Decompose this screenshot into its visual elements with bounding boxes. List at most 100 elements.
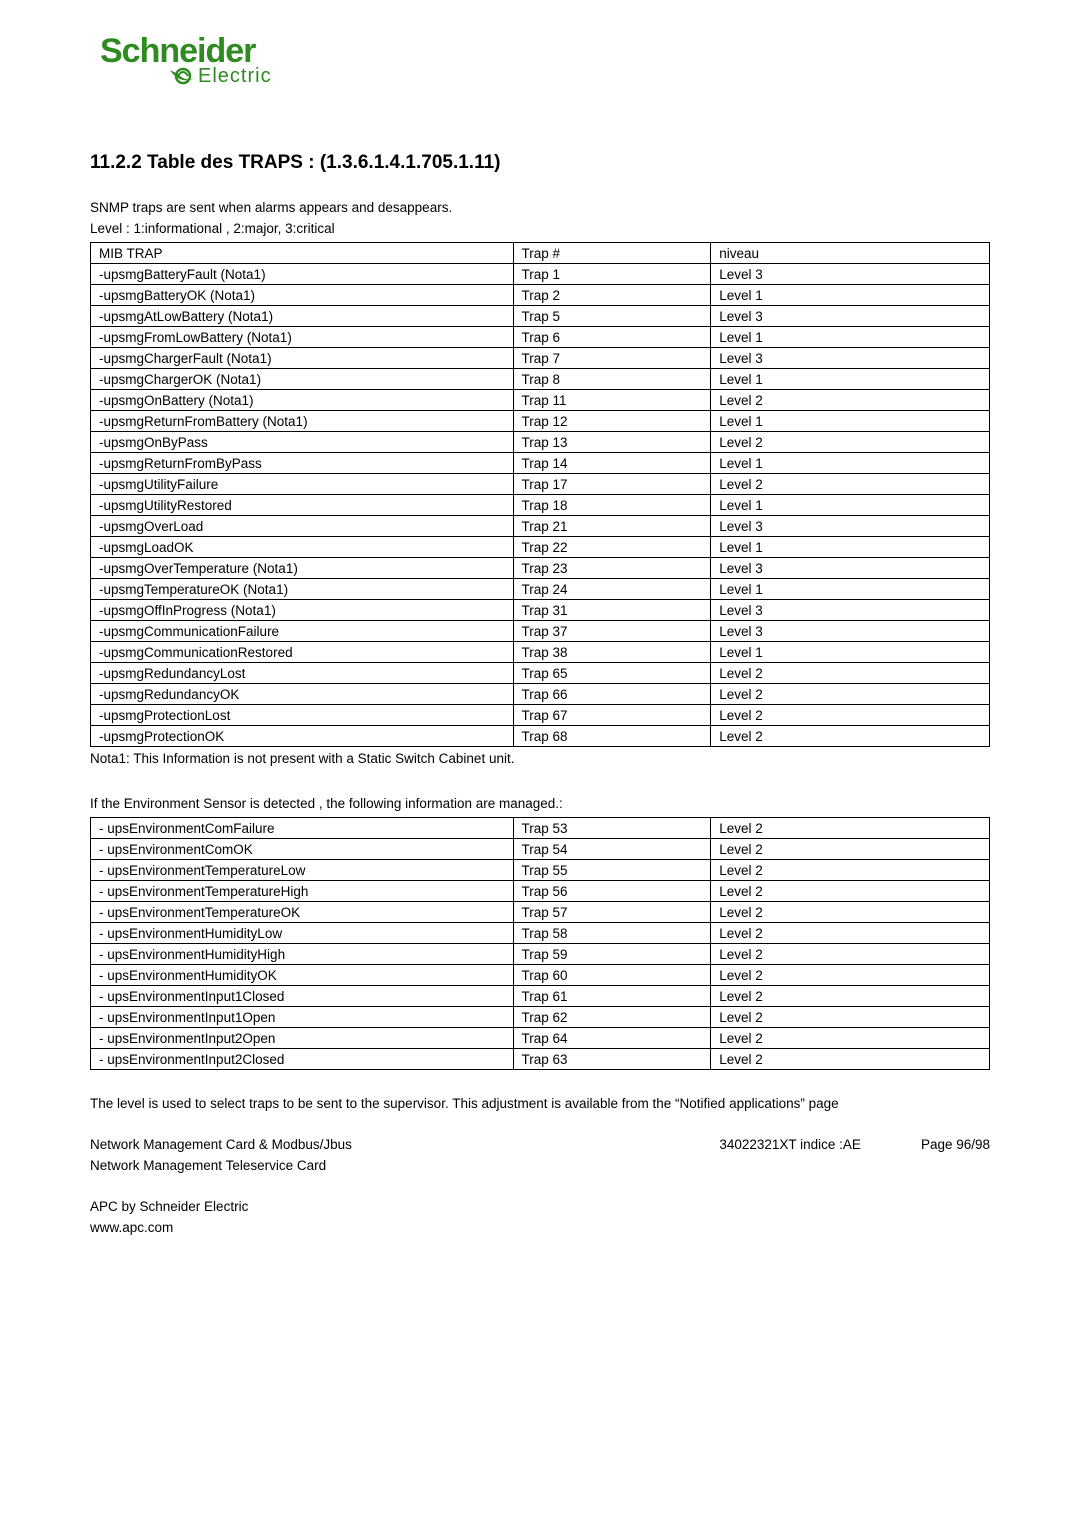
table-cell: Trap 67 xyxy=(513,705,711,726)
table-cell: -upsmgProtectionOK xyxy=(91,726,514,747)
table-cell: - upsEnvironmentTemperatureOK xyxy=(91,902,514,923)
table-cell: Level 2 xyxy=(711,1028,990,1049)
table-row: - upsEnvironmentHumidityLowTrap 58Level … xyxy=(91,923,990,944)
intro-line-2: Level : 1:informational , 2:major, 3:cri… xyxy=(90,221,990,236)
table-cell: -upsmgReturnFromBattery (Nota1) xyxy=(91,411,514,432)
table-row: - upsEnvironmentComOKTrap 54Level 2 xyxy=(91,839,990,860)
table-cell: Trap 55 xyxy=(513,860,711,881)
footer-url: www.apc.com xyxy=(90,1220,990,1235)
trap-table-main: MIB TRAP Trap # niveau -upsmgBatteryFaul… xyxy=(90,242,990,747)
table-cell: Trap 58 xyxy=(513,923,711,944)
table-cell: -upsmgCommunicationFailure xyxy=(91,621,514,642)
table-row: -upsmgChargerOK (Nota1)Trap 8Level 1 xyxy=(91,369,990,390)
table-row: -upsmgUtilityFailureTrap 17Level 2 xyxy=(91,474,990,495)
table-row: -upsmgFromLowBattery (Nota1)Trap 6Level … xyxy=(91,327,990,348)
table-row: -upsmgBatteryFault (Nota1)Trap 1Level 3 xyxy=(91,264,990,285)
table-cell: Trap 1 xyxy=(513,264,711,285)
table-cell: Trap 2 xyxy=(513,285,711,306)
table-cell: Level 1 xyxy=(711,579,990,600)
table-cell: -upsmgBatteryFault (Nota1) xyxy=(91,264,514,285)
table-cell: Level 2 xyxy=(711,726,990,747)
table-cell: -upsmgFromLowBattery (Nota1) xyxy=(91,327,514,348)
table-cell: Level 3 xyxy=(711,306,990,327)
intro-line-1: SNMP traps are sent when alarms appears … xyxy=(90,200,990,215)
table-cell: Trap 13 xyxy=(513,432,711,453)
table-cell: - upsEnvironmentTemperatureHigh xyxy=(91,881,514,902)
table-row: - upsEnvironmentHumidityHighTrap 59Level… xyxy=(91,944,990,965)
table-cell: Level 2 xyxy=(711,1049,990,1070)
table-cell: - upsEnvironmentHumidityOK xyxy=(91,965,514,986)
table-header-row: MIB TRAP Trap # niveau xyxy=(91,243,990,264)
table-row: - upsEnvironmentInput1ClosedTrap 61Level… xyxy=(91,986,990,1007)
footer-product-1: Network Management Card & Modbus/Jbus xyxy=(90,1137,719,1152)
table-row: -upsmgOverTemperature (Nota1)Trap 23Leve… xyxy=(91,558,990,579)
table-cell: Trap 18 xyxy=(513,495,711,516)
table-row: -upsmgRedundancyOKTrap 66Level 2 xyxy=(91,684,990,705)
table-cell: -upsmgUtilityRestored xyxy=(91,495,514,516)
table-cell: -upsmgChargerOK (Nota1) xyxy=(91,369,514,390)
table-cell: Level 2 xyxy=(711,390,990,411)
table-cell: - upsEnvironmentInput1Closed xyxy=(91,986,514,1007)
table-cell: Trap 61 xyxy=(513,986,711,1007)
table-cell: Level 3 xyxy=(711,348,990,369)
table-cell: -upsmgOffInProgress (Nota1) xyxy=(91,600,514,621)
table-cell: Level 3 xyxy=(711,621,990,642)
table-cell: Trap 14 xyxy=(513,453,711,474)
table-cell: - upsEnvironmentHumidityHigh xyxy=(91,944,514,965)
table-cell: -upsmgRedundancyLost xyxy=(91,663,514,684)
table-cell: Level 3 xyxy=(711,600,990,621)
table-cell: Level 1 xyxy=(711,369,990,390)
table-row: -upsmgOffInProgress (Nota1)Trap 31Level … xyxy=(91,600,990,621)
table-cell: Level 1 xyxy=(711,285,990,306)
table-cell: -upsmgTemperatureOK (Nota1) xyxy=(91,579,514,600)
table-cell: Level 2 xyxy=(711,839,990,860)
table-cell: Level 3 xyxy=(711,516,990,537)
table-cell: -upsmgLoadOK xyxy=(91,537,514,558)
table-row: -upsmgChargerFault (Nota1)Trap 7Level 3 xyxy=(91,348,990,369)
table-cell: Trap 59 xyxy=(513,944,711,965)
table-cell: Level 2 xyxy=(711,818,990,839)
table-cell: Trap 31 xyxy=(513,600,711,621)
document-page: Schneider Electric 11.2.2 Table des TRAP… xyxy=(0,0,1080,1271)
table-cell: Level 2 xyxy=(711,923,990,944)
table-cell: Level 2 xyxy=(711,1007,990,1028)
table-cell: Trap 8 xyxy=(513,369,711,390)
table-cell: Level 1 xyxy=(711,411,990,432)
table-row: -upsmgProtectionLostTrap 67Level 2 xyxy=(91,705,990,726)
table-cell: - upsEnvironmentInput2Closed xyxy=(91,1049,514,1070)
table-cell: - upsEnvironmentInput1Open xyxy=(91,1007,514,1028)
table-cell: Level 2 xyxy=(711,944,990,965)
table-cell: Trap 5 xyxy=(513,306,711,327)
table-row: -upsmgBatteryOK (Nota1)Trap 2Level 1 xyxy=(91,285,990,306)
table-cell: -upsmgReturnFromByPass xyxy=(91,453,514,474)
table-cell: Trap 63 xyxy=(513,1049,711,1070)
table-row: -upsmgOnBattery (Nota1)Trap 11Level 2 xyxy=(91,390,990,411)
table-row: -upsmgProtectionOKTrap 68Level 2 xyxy=(91,726,990,747)
table-cell: Level 2 xyxy=(711,965,990,986)
table-cell: -upsmgChargerFault (Nota1) xyxy=(91,348,514,369)
footer-page-number: Page 96/98 xyxy=(921,1137,990,1152)
table-cell: Level 2 xyxy=(711,432,990,453)
table-row: -upsmgReturnFromBattery (Nota1)Trap 12Le… xyxy=(91,411,990,432)
table-cell: - upsEnvironmentHumidityLow xyxy=(91,923,514,944)
footer-brand: APC by Schneider Electric xyxy=(90,1199,990,1214)
table-cell: Level 1 xyxy=(711,453,990,474)
table-cell: Trap 37 xyxy=(513,621,711,642)
table-cell: Trap 22 xyxy=(513,537,711,558)
table-cell: Trap 65 xyxy=(513,663,711,684)
table-cell: Trap 7 xyxy=(513,348,711,369)
table-cell: Trap 57 xyxy=(513,902,711,923)
table-cell: -upsmgAtLowBattery (Nota1) xyxy=(91,306,514,327)
table-cell: - upsEnvironmentComOK xyxy=(91,839,514,860)
table-row: -upsmgTemperatureOK (Nota1)Trap 24Level … xyxy=(91,579,990,600)
table-row: -upsmgCommunicationRestoredTrap 38Level … xyxy=(91,642,990,663)
table-cell: Level 1 xyxy=(711,642,990,663)
table-cell: -upsmgOverTemperature (Nota1) xyxy=(91,558,514,579)
table-cell: - upsEnvironmentTemperatureLow xyxy=(91,860,514,881)
table-row: -upsmgCommunicationFailureTrap 37Level 3 xyxy=(91,621,990,642)
table-cell: -upsmgCommunicationRestored xyxy=(91,642,514,663)
page-footer: Network Management Card & Modbus/Jbus 34… xyxy=(90,1137,990,1235)
table-row: - upsEnvironmentHumidityOKTrap 60Level 2 xyxy=(91,965,990,986)
svg-text:Electric: Electric xyxy=(198,65,272,87)
table-row: - upsEnvironmentTemperatureOKTrap 57Leve… xyxy=(91,902,990,923)
